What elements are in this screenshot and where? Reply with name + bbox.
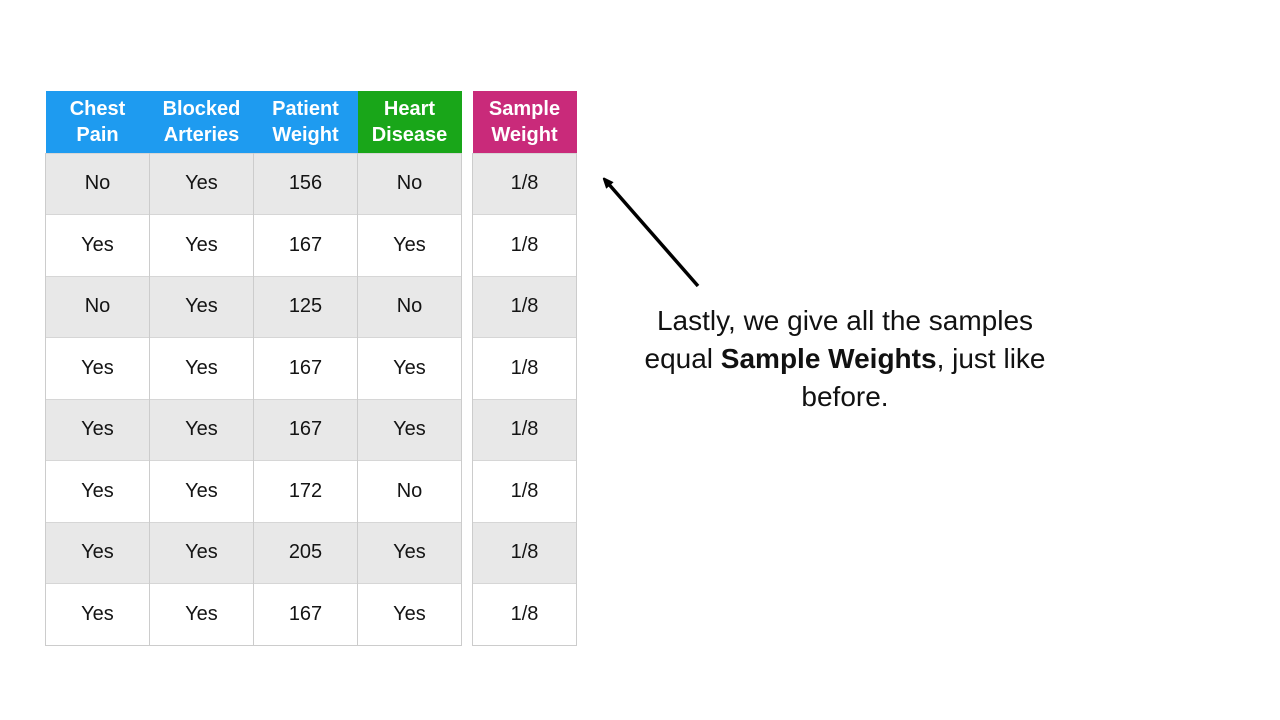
header-sample-weight: Sample Weight (472, 91, 577, 153)
data-table: Chest Pain Blocked Arteries Patient Weig… (45, 91, 462, 646)
header-heart-disease: Heart Disease (357, 91, 462, 153)
table-cell: Yes (45, 398, 150, 461)
table-cell: 167 (253, 337, 358, 399)
table-cell: Yes (357, 521, 462, 584)
header-line: Weight (272, 123, 339, 146)
table-header-row: Chest Pain Blocked Arteries Patient Weig… (45, 91, 462, 153)
weight-row: 1/8 (472, 398, 577, 461)
table-cell: No (357, 460, 462, 522)
table-row: Yes Yes 172 No (45, 460, 462, 522)
table-cell: No (45, 152, 150, 215)
arrow-icon (590, 165, 700, 288)
table-row: No Yes 156 No (45, 152, 462, 215)
table-cell: No (45, 275, 150, 338)
header-line: Arteries (163, 123, 240, 146)
table-cell: Yes (357, 583, 462, 646)
table-cell: 167 (253, 583, 358, 646)
caption-bold: Sample Weights (720, 343, 937, 374)
header-line: Blocked (162, 97, 241, 120)
caption-part: Lastly, we give all the samples equal (644, 305, 1034, 374)
weight-body: 1/8 1/8 1/8 1/8 1/8 1/8 1/8 1/8 (472, 152, 577, 646)
table-cell: Yes (357, 337, 462, 399)
sample-weight-table: Sample Weight 1/8 1/8 1/8 1/8 1/8 1/8 1/8 1/8 (472, 91, 577, 646)
header-blocked-arteries: Blocked Arteries (149, 91, 254, 153)
caption-part: , just like before. (801, 343, 1046, 412)
weight-header-row: Sample Weight (472, 91, 577, 153)
table-cell: Yes (149, 152, 254, 215)
table-row: Yes Yes 205 Yes (45, 521, 462, 584)
table-cell: Yes (45, 521, 150, 584)
table-cell: Yes (45, 583, 150, 646)
header-line: Weight (491, 123, 558, 146)
table-cell: 167 (253, 398, 358, 461)
table-row: Yes Yes 167 Yes (45, 583, 462, 646)
weight-cell: 1/8 (472, 398, 577, 461)
table-body: No Yes 156 No Yes Yes 167 Yes No Yes 125 No Yes Yes 16… (45, 152, 462, 646)
table-cell: Yes (45, 460, 150, 522)
table-cell: Yes (357, 398, 462, 461)
weight-cell: 1/8 (472, 460, 577, 522)
table-cell: Yes (45, 214, 150, 276)
weight-cell: 1/8 (472, 337, 577, 399)
weight-row: 1/8 (472, 521, 577, 584)
header-line: Patient (272, 97, 339, 120)
table-row: Yes Yes 167 Yes (45, 337, 462, 399)
table-cell: Yes (357, 214, 462, 276)
weight-row: 1/8 (472, 152, 577, 215)
table-cell: Yes (149, 398, 254, 461)
caption-text: Lastly, we give all the samples equal Sa… (640, 302, 1050, 416)
table-cell: No (357, 275, 462, 338)
table-cell: Yes (149, 521, 254, 584)
weight-cell: 1/8 (472, 521, 577, 584)
header-line: Chest (69, 97, 126, 120)
table-cell: Yes (149, 337, 254, 399)
weight-row: 1/8 (472, 337, 577, 399)
table-row: No Yes 125 No (45, 275, 462, 338)
header-patient-weight: Patient Weight (253, 91, 358, 153)
weight-row: 1/8 (472, 460, 577, 522)
table-cell: 172 (253, 460, 358, 522)
weight-cell: 1/8 (472, 275, 577, 338)
weight-row: 1/8 (472, 214, 577, 276)
header-line: Pain (76, 123, 119, 146)
table-cell: Yes (149, 275, 254, 338)
table-row: Yes Yes 167 Yes (45, 214, 462, 276)
weight-row: 1/8 (472, 275, 577, 338)
table-cell: 125 (253, 275, 358, 338)
weight-cell: 1/8 (472, 214, 577, 276)
table-cell: Yes (45, 337, 150, 399)
table-cell: No (357, 152, 462, 215)
table-cell: 167 (253, 214, 358, 276)
header-line: Sample (488, 97, 561, 120)
weight-row: 1/8 (472, 583, 577, 646)
table-row: Yes Yes 167 Yes (45, 398, 462, 461)
table-cell: 205 (253, 521, 358, 584)
header-chest-pain: Chest Pain (45, 91, 150, 153)
table-cell: Yes (149, 214, 254, 276)
header-line: Disease (371, 123, 448, 146)
weight-cell: 1/8 (472, 152, 577, 215)
table-cell: Yes (149, 460, 254, 522)
header-line: Heart (383, 97, 436, 120)
table-cell: 156 (253, 152, 358, 215)
weight-cell: 1/8 (472, 583, 577, 646)
table-cell: Yes (149, 583, 254, 646)
